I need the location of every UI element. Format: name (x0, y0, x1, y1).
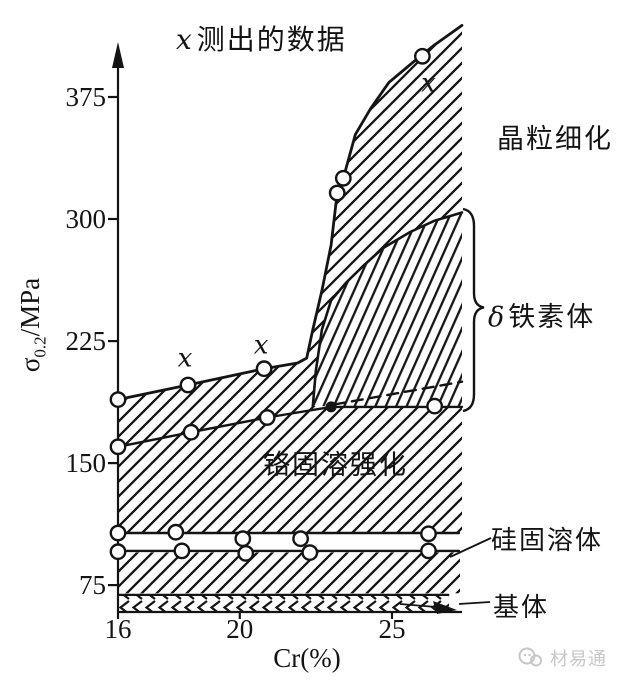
data-point (109, 543, 127, 561)
sigma-symbol: σ (15, 357, 45, 373)
region-label-cr-strengthening: 铬固溶强化 (263, 450, 408, 480)
x-mark-annotation: x (254, 330, 269, 360)
y-axis-label: σ0.2/MPa (15, 237, 49, 413)
series-extrapolated-boundary (332, 380, 464, 406)
region-si-band-hatch (118, 552, 460, 594)
region-delta-ferrite-hatch (312, 212, 462, 407)
x-mark-annotation: x (421, 68, 436, 98)
matrix-arrow-shaft (399, 603, 437, 608)
data-point (109, 524, 127, 542)
data-point (328, 184, 346, 202)
data-point (167, 523, 185, 541)
series-yield-strength-measured (116, 23, 464, 402)
data-point (234, 530, 252, 548)
y-tick-label: 300 (65, 204, 107, 235)
x-tick-label: 25 (378, 614, 406, 644)
data-point (173, 542, 191, 560)
data-point (334, 169, 352, 187)
watermark: 材易通 (518, 645, 607, 671)
x-tick-label: 16 (104, 614, 132, 644)
delta-symbol: δ (488, 302, 507, 333)
data-point (301, 544, 319, 561)
region-matrix-chevron (118, 595, 449, 611)
y-tick-label: 375 (65, 82, 107, 112)
data-point (255, 360, 273, 378)
data-point (182, 423, 200, 441)
matrix-arrowhead (433, 601, 457, 614)
x-mark-annotation: x (178, 343, 193, 373)
y-tick-label: 150 (65, 448, 107, 479)
watermark-logo (518, 647, 542, 667)
title-x-marker: x (176, 23, 194, 56)
title-text: 测出的数据 (196, 25, 347, 56)
data-point (420, 525, 437, 543)
data-point (420, 542, 437, 560)
data-point (109, 391, 127, 408)
y-axis-arrow (112, 42, 124, 68)
matrix-label-leader (458, 601, 491, 605)
data-point (109, 438, 127, 456)
data-point (237, 545, 255, 562)
delta-ferrite-brace (462, 207, 485, 413)
region-label-delta-ferrite: δ铁素体 (488, 295, 595, 334)
chart-title: x 测出的数据 (176, 18, 347, 58)
delta-ferrite-text: 铁素体 (508, 302, 596, 332)
data-point (179, 376, 197, 394)
data-point (258, 409, 276, 426)
data-point (426, 397, 443, 415)
y-tick-label: 75 (79, 570, 106, 601)
x-tick-label: 20 (226, 614, 254, 644)
region-label-matrix: 基体 (493, 593, 550, 622)
data-point (413, 47, 431, 65)
watermark-text: 材易通 (550, 649, 607, 669)
region-label-grain-refinement: 晶粒细化 (497, 124, 613, 154)
si-label-leader (449, 537, 492, 558)
y-tick-label: 225 (65, 326, 107, 357)
x-axis-label: Cr(%) (273, 643, 341, 673)
data-point (292, 530, 309, 548)
series-delta-ferrite-boundary (311, 211, 464, 408)
data-point-filled (325, 401, 337, 413)
region-label-si-solid-solution: 硅固溶体 (491, 526, 604, 555)
